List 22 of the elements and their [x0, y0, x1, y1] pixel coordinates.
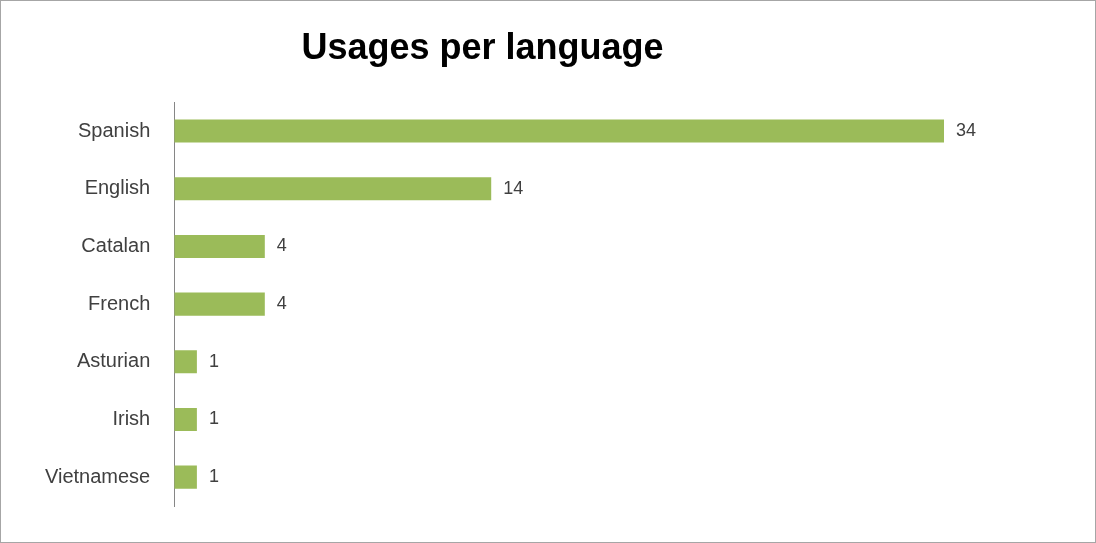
bar [174, 465, 197, 489]
data-label: 4 [276, 235, 287, 256]
bar [174, 177, 492, 201]
y-tick-label: Spanish [77, 118, 151, 141]
y-tick-label: Catalan [81, 233, 151, 256]
bar [174, 350, 197, 374]
y-tick-label: English [84, 176, 151, 199]
data-label: 1 [208, 350, 219, 371]
bar [174, 234, 265, 258]
data-label: 34 [956, 120, 977, 141]
data-label: 1 [208, 408, 219, 429]
bar [174, 407, 197, 432]
y-tick-label: Vietnamese [44, 464, 151, 487]
data-label: 4 [276, 293, 287, 314]
chart-title: Usages per language [301, 25, 664, 67]
data-label: 14 [503, 177, 524, 198]
bar [174, 119, 944, 143]
y-tick-label: Irish [112, 406, 151, 429]
y-tick-label: French [88, 291, 151, 314]
y-tick-label: Asturian [76, 349, 151, 372]
bar [174, 292, 265, 316]
data-label: 1 [208, 466, 219, 487]
